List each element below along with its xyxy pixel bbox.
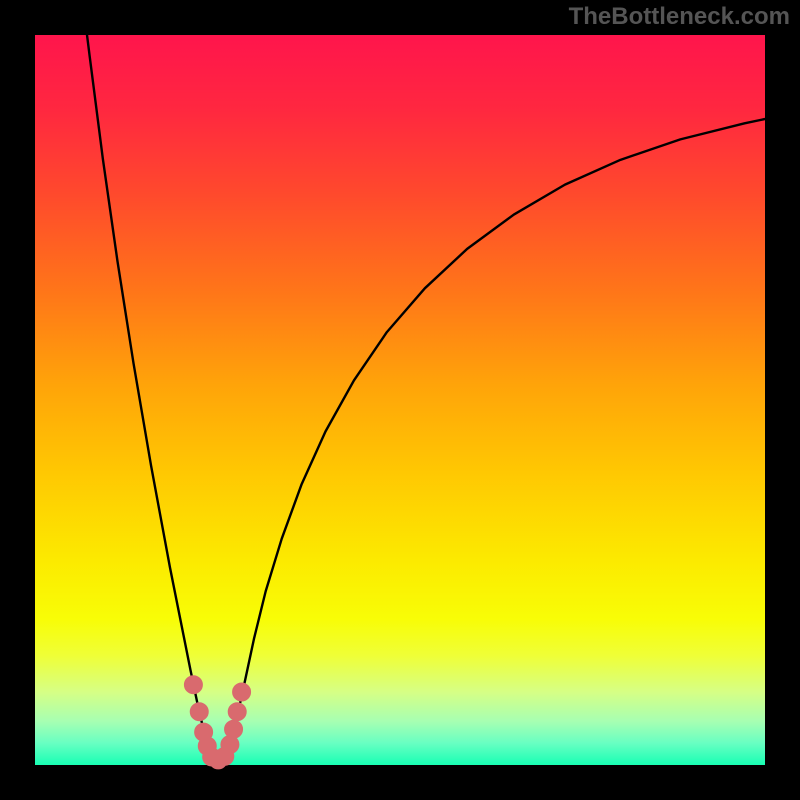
- image-frame: TheBottleneck.com: [0, 0, 800, 800]
- marker-group: [184, 676, 250, 769]
- chart-svg: [35, 35, 765, 765]
- data-marker: [225, 720, 243, 738]
- data-marker: [184, 676, 202, 694]
- data-marker: [190, 703, 208, 721]
- plot-area: [35, 35, 765, 765]
- data-marker: [228, 703, 246, 721]
- bottleneck-curve: [86, 28, 772, 764]
- watermark: TheBottleneck.com: [569, 3, 790, 31]
- data-marker: [233, 683, 251, 701]
